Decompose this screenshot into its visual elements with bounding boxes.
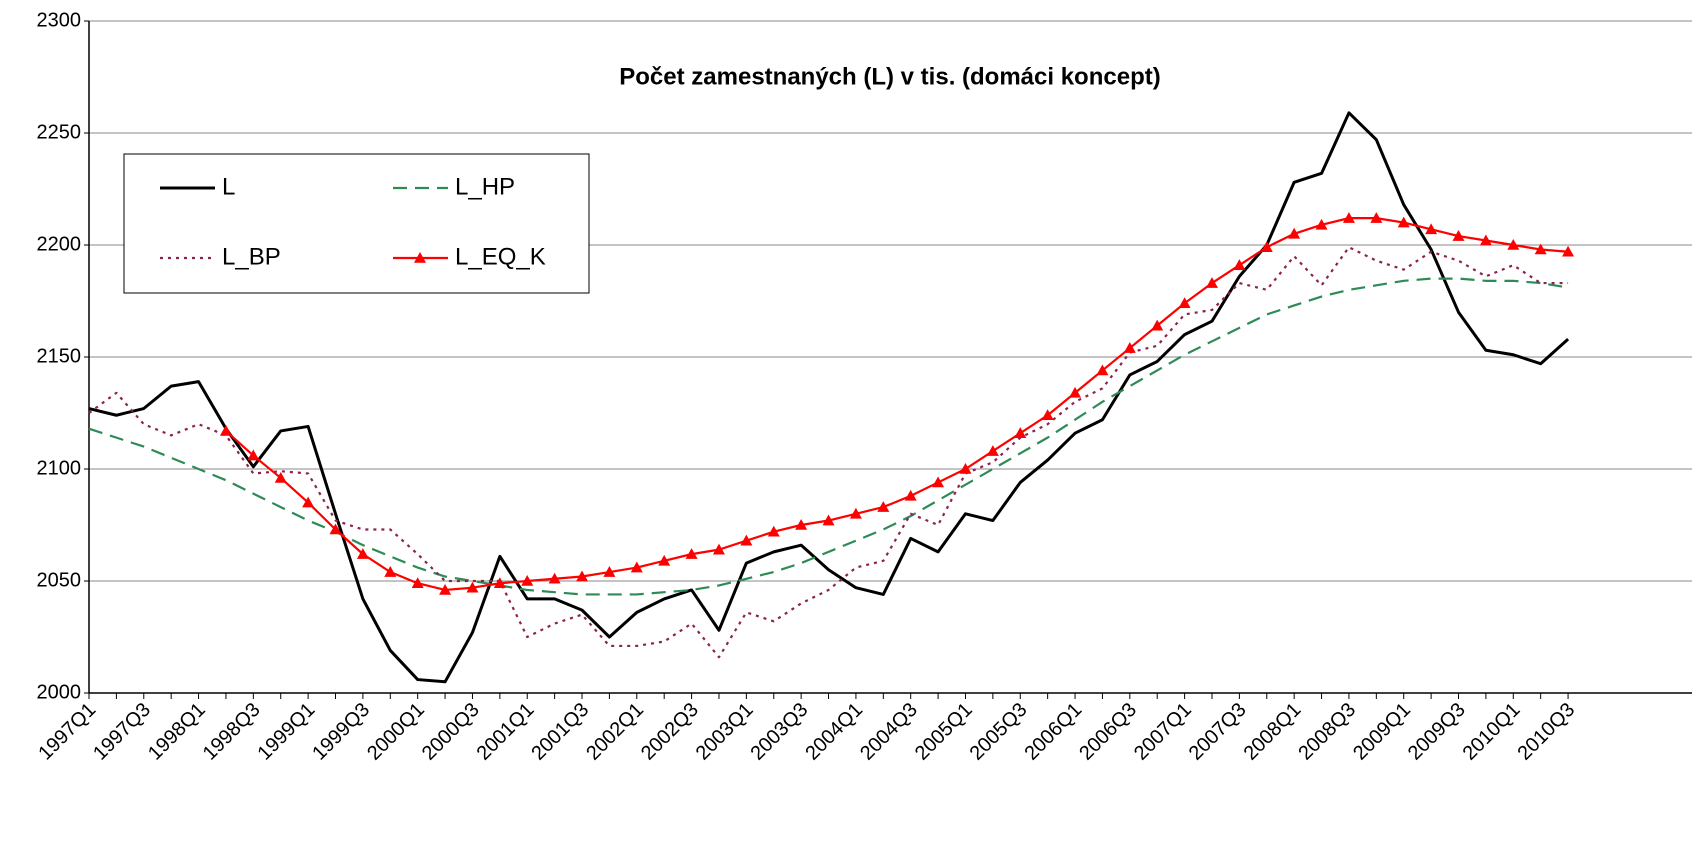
x-tick-label: 2009Q1 <box>1349 699 1415 765</box>
x-tick-label: 1998Q3 <box>199 699 265 765</box>
x-tick-label: 2000Q1 <box>363 699 429 765</box>
y-tick-label: 2000 <box>37 681 82 703</box>
point-marker <box>904 489 917 501</box>
point-marker <box>1342 212 1355 223</box>
x-tick-label: 1999Q1 <box>254 699 320 765</box>
point-marker <box>411 577 424 589</box>
point-marker <box>1041 409 1054 421</box>
x-tick-label: 2005Q3 <box>966 699 1032 765</box>
chart-title: Počet zamestnaných (L) v tis. (domáci ko… <box>619 63 1160 90</box>
y-tick-label: 2150 <box>37 345 82 367</box>
point-marker <box>685 548 698 559</box>
point-marker <box>630 561 643 573</box>
x-tick-label: 2008Q3 <box>1294 699 1360 765</box>
point-marker <box>329 523 342 535</box>
x-tick-label: 1998Q1 <box>144 699 210 765</box>
point-marker <box>849 507 862 519</box>
legend-label: L_BP <box>222 243 281 270</box>
point-marker <box>1507 239 1520 250</box>
legend-box <box>123 153 590 294</box>
x-tick-label: 2010Q1 <box>1459 699 1525 765</box>
point-marker <box>1178 297 1191 309</box>
point-marker <box>822 514 835 526</box>
x-tick-label: 2007Q3 <box>1185 699 1251 765</box>
x-tick-label: 2008Q1 <box>1240 699 1306 765</box>
point-marker <box>1397 216 1410 228</box>
legend-label: L <box>222 173 235 200</box>
x-tick-label: 1997Q3 <box>89 699 155 765</box>
legend-label: L_HP <box>455 173 515 200</box>
point-marker <box>356 548 369 559</box>
x-tick-label: 2003Q3 <box>747 699 813 765</box>
point-marker <box>1069 386 1082 398</box>
point-marker <box>1315 218 1328 230</box>
x-tick-label: 2005Q1 <box>911 699 977 765</box>
point-marker <box>1479 234 1492 246</box>
point-marker <box>1534 243 1547 255</box>
series-line <box>88 111 1570 684</box>
legend: L L_HP L_BP L_EQ_K <box>123 153 590 294</box>
point-marker <box>658 554 671 566</box>
x-tick-label: 1999Q3 <box>308 699 374 765</box>
point-marker <box>932 476 945 488</box>
point-marker <box>1562 245 1575 257</box>
x-tick-label: 2009Q3 <box>1404 699 1470 765</box>
x-tick-label: 2006Q3 <box>1075 699 1141 765</box>
point-marker <box>712 543 725 555</box>
y-tick-label: 2050 <box>37 569 82 591</box>
y-tick-label: 2100 <box>37 457 82 479</box>
point-marker <box>1233 259 1246 270</box>
x-tick-label: 2000Q3 <box>418 699 484 765</box>
x-tick-label: 2004Q1 <box>801 699 867 765</box>
point-marker <box>439 583 452 595</box>
point-marker <box>1151 319 1164 331</box>
point-marker <box>521 575 534 586</box>
point-marker <box>1425 223 1438 235</box>
x-tick-label: 1997Q1 <box>34 699 100 765</box>
x-tick-label: 2007Q1 <box>1130 699 1196 765</box>
point-marker <box>274 471 287 483</box>
point-marker <box>219 424 232 436</box>
x-tick-label: 2004Q3 <box>856 699 922 765</box>
point-marker <box>740 534 753 546</box>
point-marker <box>576 570 589 582</box>
point-marker <box>1260 241 1273 253</box>
series-line <box>88 246 1569 659</box>
point-marker <box>767 525 780 537</box>
x-tick-label: 2010Q3 <box>1513 699 1579 765</box>
point-marker <box>247 449 260 461</box>
x-tick-label: 2002Q1 <box>582 699 648 765</box>
point-marker <box>959 463 972 474</box>
point-marker <box>603 566 616 577</box>
point-marker <box>795 519 808 530</box>
x-tick-label: 2001Q3 <box>527 699 593 765</box>
point-marker <box>986 445 999 456</box>
point-marker <box>384 566 397 577</box>
y-tick-label: 2300 <box>37 9 82 31</box>
point-marker <box>493 577 506 589</box>
point-marker <box>548 572 561 584</box>
y-tick-label: 2200 <box>37 233 82 255</box>
point-marker <box>302 496 315 508</box>
point-marker <box>466 581 479 593</box>
x-tick-label: 2006Q1 <box>1020 699 1086 765</box>
series-line <box>225 217 1569 592</box>
x-tick-label: 2003Q1 <box>692 699 758 765</box>
y-tick-label: 2250 <box>37 121 82 143</box>
legend-marker <box>414 252 426 263</box>
point-marker <box>1205 277 1218 288</box>
x-tick-label: 2002Q3 <box>637 699 703 765</box>
point-marker <box>1370 212 1383 223</box>
x-tick-label: 2001Q1 <box>473 699 539 765</box>
point-marker <box>1123 342 1136 353</box>
point-marker <box>1014 427 1027 438</box>
point-marker <box>1096 364 1109 376</box>
point-marker <box>1452 230 1465 241</box>
point-marker <box>877 501 890 512</box>
legend-label: L_EQ_K <box>455 243 546 270</box>
point-marker <box>1288 227 1301 239</box>
